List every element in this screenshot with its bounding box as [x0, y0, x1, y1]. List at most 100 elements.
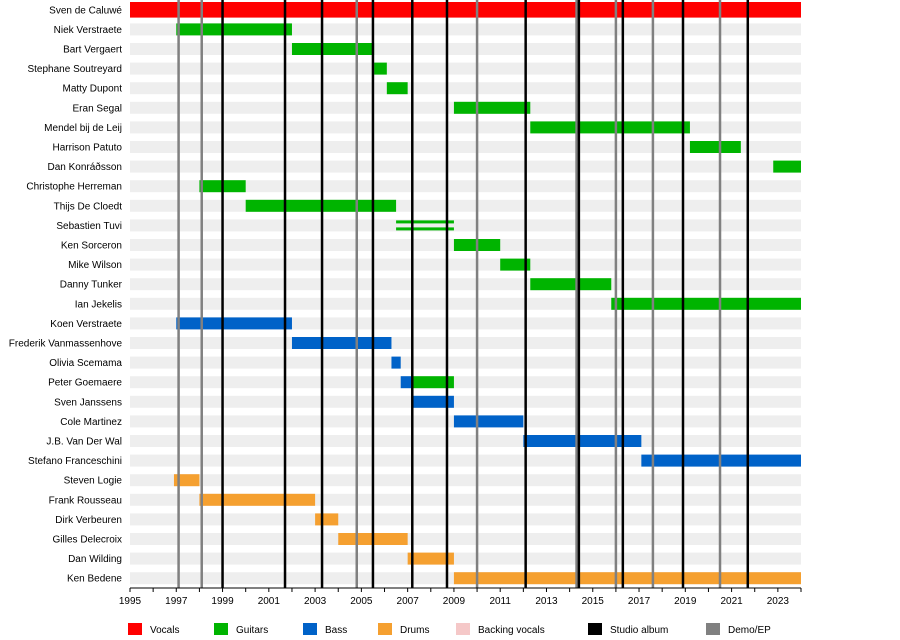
row-stripe: [130, 219, 801, 232]
member-label: Sebastien Tuvi: [56, 221, 122, 232]
member-bar: [689, 141, 741, 153]
row-stripe: [130, 474, 801, 487]
legend-label: Guitars: [236, 625, 268, 636]
member-label: Mendel bij de Leij: [44, 123, 122, 134]
member-bar: [400, 376, 413, 389]
legend-swatch: [214, 623, 228, 635]
x-tick-label: 2017: [628, 596, 651, 607]
member-label: Bart Vergaert: [63, 45, 122, 56]
member-bar: [291, 337, 392, 349]
member-label: J.B. Van Der Wal: [46, 437, 122, 448]
legend-swatch: [456, 623, 470, 635]
member-bar: [199, 493, 316, 506]
member-label: Danny Tunker: [60, 280, 123, 291]
legend-swatch: [303, 623, 317, 635]
member-bar: [391, 356, 401, 369]
member-bar: [453, 101, 531, 114]
x-tick-label: 1997: [165, 596, 188, 607]
member-label: Ian Jekelis: [75, 299, 122, 310]
x-tick-label: 2005: [350, 596, 373, 607]
row-stripe: [130, 62, 801, 75]
x-tick-label: 2015: [582, 596, 605, 607]
row-stripe: [130, 199, 801, 212]
x-tick-label: 2023: [767, 596, 790, 607]
member-bar: [453, 572, 801, 585]
member-label: Dan Wilding: [68, 554, 122, 565]
row-stripe: [130, 356, 801, 369]
member-label: Frederik Vanmassenhove: [9, 339, 123, 350]
member-bar: [407, 552, 454, 565]
legend-label: Drums: [400, 625, 429, 636]
member-label: Matty Dupont: [63, 84, 123, 95]
member-bar: [530, 278, 612, 291]
member-label: Ken Sorceron: [61, 241, 122, 252]
row-stripe: [130, 278, 801, 291]
member-label: Christophe Herreman: [26, 182, 122, 193]
member-bar: [530, 121, 690, 134]
row-stripe: [130, 82, 801, 95]
member-bar: [130, 2, 801, 18]
legend-label: Demo/EP: [728, 625, 771, 636]
member-bar: [611, 297, 801, 310]
member-bar: [315, 513, 339, 526]
row-stripe: [130, 317, 801, 330]
legend: Vocals Guitars Bass Drums Backing vocals Stud…: [128, 623, 771, 636]
member-label: Dirk Verbeuren: [55, 515, 122, 526]
member-label: Gilles Delecroix: [53, 535, 122, 546]
member-label: Peter Goemaere: [48, 378, 122, 389]
member-bar: [173, 474, 200, 487]
row-stripe: [130, 552, 801, 565]
row-stripe: [130, 23, 801, 36]
legend-swatch: [378, 623, 392, 635]
member-label: Koen Verstraete: [50, 319, 122, 330]
member-bar: [176, 317, 292, 330]
member-bar: [176, 23, 292, 36]
member-label: Niek Verstraete: [54, 25, 123, 36]
member-bar: [396, 227, 454, 231]
member-label: Sven Janssens: [54, 397, 122, 408]
member-label: Eran Segal: [73, 103, 122, 114]
x-tick-label: 2013: [535, 596, 558, 607]
legend-label: Bass: [325, 625, 347, 636]
row-stripe: [130, 533, 801, 545]
legend-label: Backing vocals: [478, 625, 545, 636]
member-label: Mike Wilson: [68, 260, 122, 271]
row-stripe: [130, 395, 801, 408]
member-label: Thijs De Cloedt: [54, 201, 123, 212]
member-bar: [453, 415, 524, 428]
member-bar: [386, 82, 408, 95]
member-label: Dan Konráðsson: [48, 161, 123, 173]
x-tick-label: 2021: [720, 596, 743, 607]
member-label: Olivia Scemama: [49, 358, 122, 369]
row-stripe: [130, 454, 801, 467]
row-stripe: [130, 141, 801, 153]
member-label: Sven de Caluwé: [49, 5, 122, 16]
release-lines: [177, 0, 750, 588]
x-tick-label: 2011: [489, 596, 511, 607]
row-stripe: [130, 160, 801, 173]
member-bar: [500, 258, 531, 271]
legend-swatch: [128, 623, 142, 635]
member-labels: Sven de Caluwé Niek Verstraete Bart Vergae…: [9, 5, 123, 584]
member-bar: [291, 43, 375, 55]
row-stripe: [130, 376, 801, 389]
row-stripe: [130, 337, 801, 349]
member-bars: [130, 2, 801, 585]
row-stripe: [130, 121, 801, 134]
row-stripe: [130, 258, 801, 271]
x-tick-label: 1999: [211, 596, 234, 607]
x-tick-label: 2003: [304, 596, 327, 607]
row-stripes: [130, 3, 801, 585]
legend-swatch: [588, 623, 602, 635]
legend-label: Studio album: [610, 625, 668, 636]
legend-swatch: [706, 623, 720, 635]
member-label: Ken Bedene: [67, 574, 122, 585]
x-tick-label: 2019: [674, 596, 697, 607]
member-label: Cole Martinez: [60, 417, 122, 428]
x-tick-label: 2001: [258, 596, 281, 607]
row-stripe: [130, 513, 801, 526]
member-label: Harrison Patuto: [53, 143, 123, 154]
row-stripe: [130, 435, 801, 447]
member-bar: [396, 220, 454, 224]
